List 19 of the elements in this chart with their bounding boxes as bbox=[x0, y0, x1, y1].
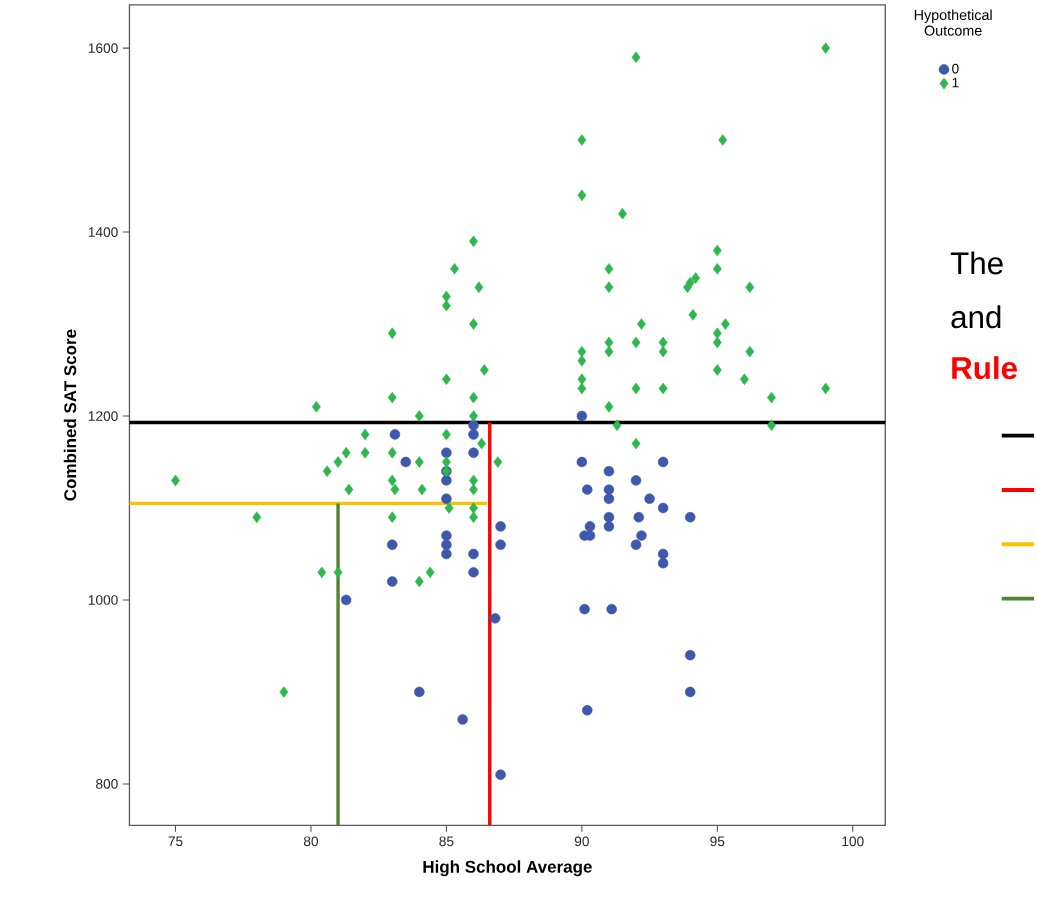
legend-title: Hypothetical Outcome bbox=[914, 9, 992, 36]
x-tick-label: 80 bbox=[303, 836, 319, 846]
y-tick-label: 1200 bbox=[88, 410, 118, 421]
x-tick-label: 85 bbox=[439, 836, 454, 846]
y-tick-label: 1400 bbox=[88, 227, 118, 237]
x-tick-label: 90 bbox=[574, 836, 589, 846]
x-tick-label: 100 bbox=[842, 836, 864, 846]
x-tick-label: 95 bbox=[710, 836, 725, 846]
legend-label: 1 bbox=[952, 77, 959, 88]
y-tick-label: 800 bbox=[96, 778, 118, 789]
x-tick-label: 75 bbox=[168, 836, 183, 846]
y-tick-label: 1600 bbox=[88, 43, 118, 53]
legend-label: 0 bbox=[952, 63, 959, 74]
text: and bbox=[951, 305, 1001, 329]
text: The bbox=[950, 251, 1003, 275]
text: Rule bbox=[952, 355, 1017, 379]
y-tick-label: 1000 bbox=[88, 594, 118, 605]
x-axis-title: High School Average bbox=[423, 860, 592, 877]
y-axis-title: Combined SAT Score bbox=[63, 329, 77, 501]
